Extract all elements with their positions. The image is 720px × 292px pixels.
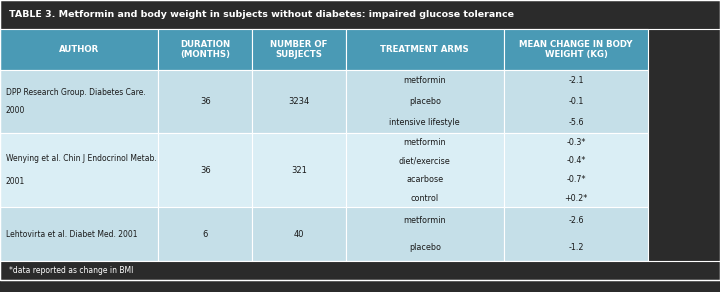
Text: -0.4*: -0.4* xyxy=(567,156,585,165)
Bar xyxy=(0,0,720,29)
Text: -0.1: -0.1 xyxy=(568,97,584,106)
Bar xyxy=(0,261,720,280)
Text: acarbose: acarbose xyxy=(406,175,444,184)
Text: 36: 36 xyxy=(200,97,210,106)
Text: control: control xyxy=(410,194,439,203)
Bar xyxy=(158,70,252,133)
Bar xyxy=(346,207,504,261)
Bar xyxy=(346,133,504,207)
Bar xyxy=(0,207,158,261)
Bar xyxy=(252,70,346,133)
Text: TREATMENT ARMS: TREATMENT ARMS xyxy=(380,45,469,54)
Bar xyxy=(158,133,252,207)
Text: -0.7*: -0.7* xyxy=(566,175,586,184)
Text: placebo: placebo xyxy=(409,97,441,106)
Bar xyxy=(0,133,158,207)
Text: 6: 6 xyxy=(202,230,208,239)
Text: -1.2: -1.2 xyxy=(568,243,584,252)
Bar xyxy=(504,207,648,261)
Text: -2.1: -2.1 xyxy=(568,76,584,85)
Bar xyxy=(504,70,648,133)
Text: TABLE 3. Metformin and body weight in subjects without diabetes: impaired glucos: TABLE 3. Metformin and body weight in su… xyxy=(9,10,513,19)
Text: MEAN CHANGE IN BODY
WEIGHT (KG): MEAN CHANGE IN BODY WEIGHT (KG) xyxy=(519,40,633,59)
Text: NUMBER OF
SUBJECTS: NUMBER OF SUBJECTS xyxy=(270,40,328,59)
Text: 2000: 2000 xyxy=(6,106,25,115)
Bar xyxy=(0,29,158,70)
Text: 40: 40 xyxy=(294,230,304,239)
Text: -2.6: -2.6 xyxy=(568,216,584,225)
Text: metformin: metformin xyxy=(403,76,446,85)
Bar xyxy=(158,207,252,261)
Text: DPP Research Group. Diabetes Care.: DPP Research Group. Diabetes Care. xyxy=(6,88,145,97)
Text: -5.6: -5.6 xyxy=(568,118,584,127)
Bar xyxy=(0,70,158,133)
Text: diet/exercise: diet/exercise xyxy=(399,156,451,165)
Bar xyxy=(504,133,648,207)
Bar xyxy=(158,29,252,70)
Bar xyxy=(346,29,504,70)
Bar xyxy=(252,133,346,207)
Bar xyxy=(346,70,504,133)
Text: 321: 321 xyxy=(291,166,307,175)
Text: DURATION
(MONTHS): DURATION (MONTHS) xyxy=(180,40,230,59)
Text: Lehtovirta et al. Diabet Med. 2001: Lehtovirta et al. Diabet Med. 2001 xyxy=(6,230,138,239)
Text: Wenying et al. Chin J Endocrinol Metab.: Wenying et al. Chin J Endocrinol Metab. xyxy=(6,154,156,164)
Text: *data reported as change in BMI: *data reported as change in BMI xyxy=(9,266,133,275)
Text: 3234: 3234 xyxy=(288,97,310,106)
Bar xyxy=(252,29,346,70)
Text: placebo: placebo xyxy=(409,243,441,252)
Text: intensive lifestyle: intensive lifestyle xyxy=(390,118,460,127)
Text: 36: 36 xyxy=(200,166,210,175)
Text: metformin: metformin xyxy=(403,138,446,147)
Bar xyxy=(252,207,346,261)
Text: 2001: 2001 xyxy=(6,177,25,186)
Text: +0.2*: +0.2* xyxy=(564,194,588,203)
Text: -0.3*: -0.3* xyxy=(567,138,585,147)
Bar xyxy=(504,29,648,70)
Text: AUTHOR: AUTHOR xyxy=(59,45,99,54)
Text: metformin: metformin xyxy=(403,216,446,225)
